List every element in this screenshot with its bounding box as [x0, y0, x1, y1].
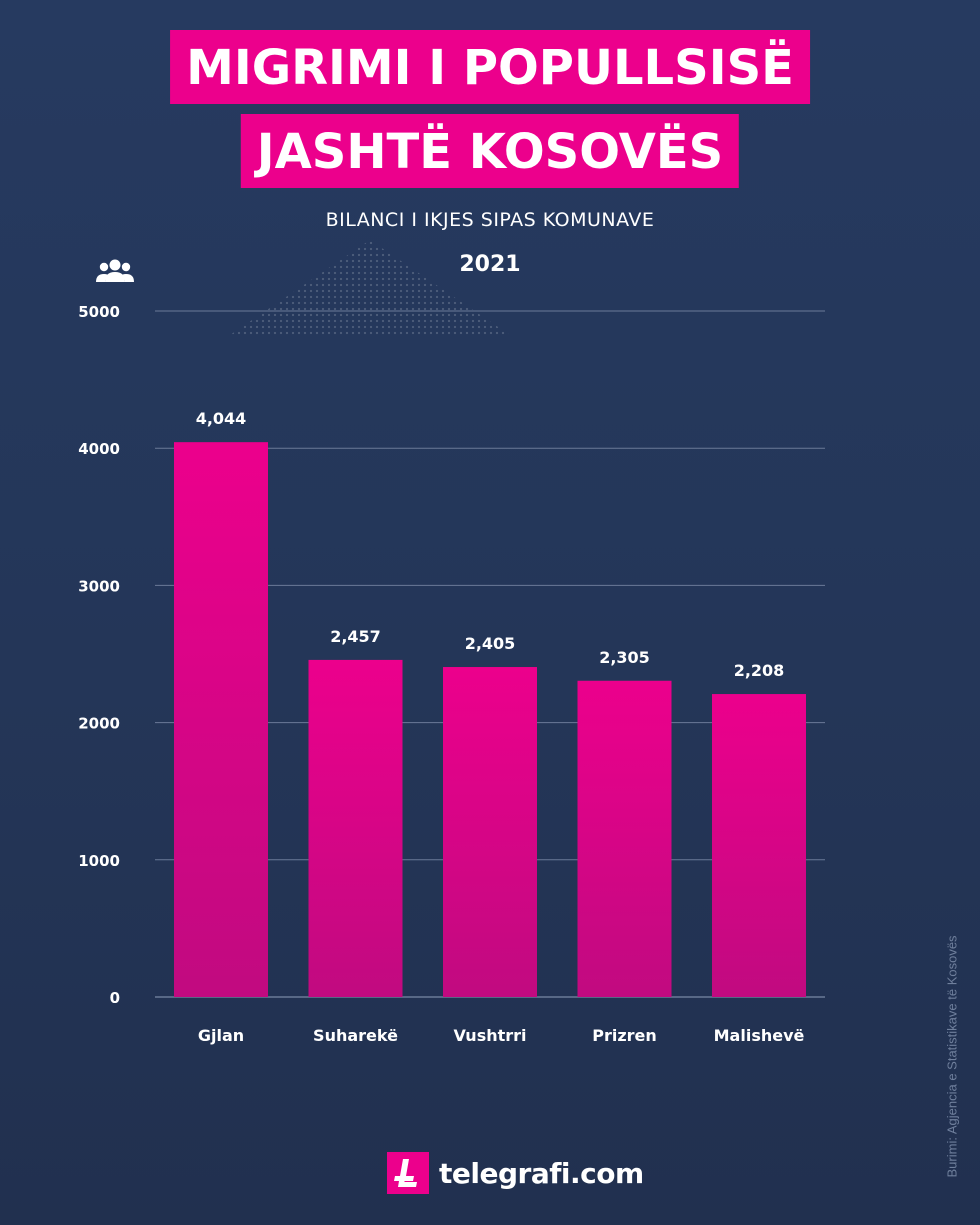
y-tick-label-1000: 1000 — [78, 852, 120, 870]
y-tick-label-2000: 2000 — [78, 715, 120, 733]
y-tick-label-4000: 4000 — [78, 440, 120, 458]
bar-vushtrri — [443, 667, 537, 997]
x-tick-label-gjlan: Gjlan — [198, 1026, 244, 1045]
x-tick-label-malishevë: Malishevë — [714, 1026, 805, 1045]
bar-suharekë — [308, 659, 403, 997]
x-tick-label-suharekë: Suharekë — [313, 1026, 398, 1045]
people-group-icon — [96, 259, 134, 282]
y-tick-label-3000: 3000 — [78, 577, 120, 595]
data-label-suharekë: 2,457 — [330, 627, 381, 646]
telegrafi-logo-icon — [387, 1152, 429, 1194]
chart-subtitle: BILANCI I IKJES SIPAS KOMUNAVE — [325, 209, 655, 231]
y-tick-label-5000: 5000 — [78, 303, 120, 321]
x-tick-label-vushtrri: Vushtrri — [453, 1026, 526, 1045]
source-credit: Burimi: Agjencia e Statistikave të Kosov… — [944, 935, 960, 1178]
x-tick-label-prizren: Prizren — [592, 1026, 657, 1045]
bar-prizren — [577, 680, 672, 997]
data-label-prizren: 2,305 — [599, 648, 650, 667]
data-label-gjlan: 4,044 — [196, 409, 247, 428]
brand-name: telegrafi.com — [439, 1156, 644, 1190]
y-tick-label-0: 0 — [110, 989, 120, 1007]
bar-malishevë — [712, 694, 806, 997]
bar-gjlan — [174, 442, 268, 997]
chart-year: 2021 — [459, 252, 521, 277]
data-label-vushtrri: 2,405 — [465, 634, 516, 653]
title-line-1: MIGRIMI I POPULLSISË — [170, 30, 810, 104]
labels: 0 1000 2000 3000 4000 5000 4,044 Gjlan 2,457 Suha… — [78, 303, 804, 1045]
bars — [174, 442, 806, 997]
data-label-malishevë: 2,208 — [734, 661, 785, 680]
telegrafi-logo[interactable]: telegrafi.com — [387, 1152, 644, 1194]
title-line-2: JASHTË KOSOVËS — [240, 114, 740, 188]
